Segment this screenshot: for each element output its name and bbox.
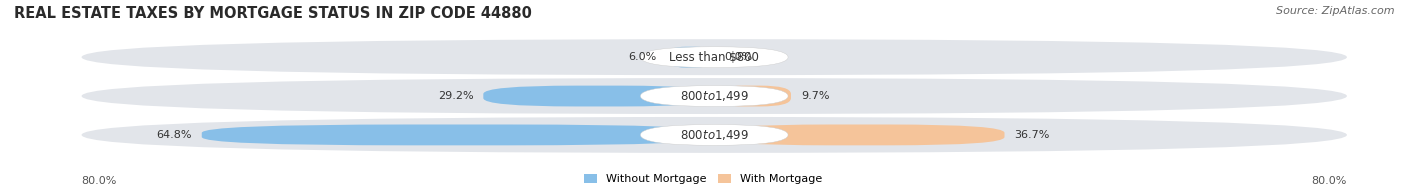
FancyBboxPatch shape <box>641 86 787 106</box>
Text: $800 to $1,499: $800 to $1,499 <box>679 89 749 103</box>
Text: REAL ESTATE TAXES BY MORTGAGE STATUS IN ZIP CODE 44880: REAL ESTATE TAXES BY MORTGAGE STATUS IN … <box>14 6 531 21</box>
FancyBboxPatch shape <box>641 124 787 145</box>
FancyBboxPatch shape <box>202 124 714 145</box>
FancyBboxPatch shape <box>82 78 1347 114</box>
FancyBboxPatch shape <box>714 124 1004 145</box>
Text: $800 to $1,499: $800 to $1,499 <box>679 128 749 142</box>
FancyBboxPatch shape <box>641 47 787 68</box>
Text: 0.0%: 0.0% <box>724 52 752 62</box>
FancyBboxPatch shape <box>714 86 792 106</box>
Text: 80.0%: 80.0% <box>82 176 117 186</box>
FancyBboxPatch shape <box>82 39 1347 75</box>
Text: 9.7%: 9.7% <box>801 91 830 101</box>
Legend: Without Mortgage, With Mortgage: Without Mortgage, With Mortgage <box>579 169 827 189</box>
FancyBboxPatch shape <box>484 86 714 106</box>
Text: 80.0%: 80.0% <box>1312 176 1347 186</box>
Text: 36.7%: 36.7% <box>1014 130 1050 140</box>
FancyBboxPatch shape <box>666 47 714 68</box>
Text: 29.2%: 29.2% <box>437 91 474 101</box>
Text: Less than $800: Less than $800 <box>669 51 759 64</box>
Text: 64.8%: 64.8% <box>156 130 193 140</box>
Text: 6.0%: 6.0% <box>628 52 657 62</box>
FancyBboxPatch shape <box>82 117 1347 153</box>
Text: Source: ZipAtlas.com: Source: ZipAtlas.com <box>1277 6 1395 16</box>
